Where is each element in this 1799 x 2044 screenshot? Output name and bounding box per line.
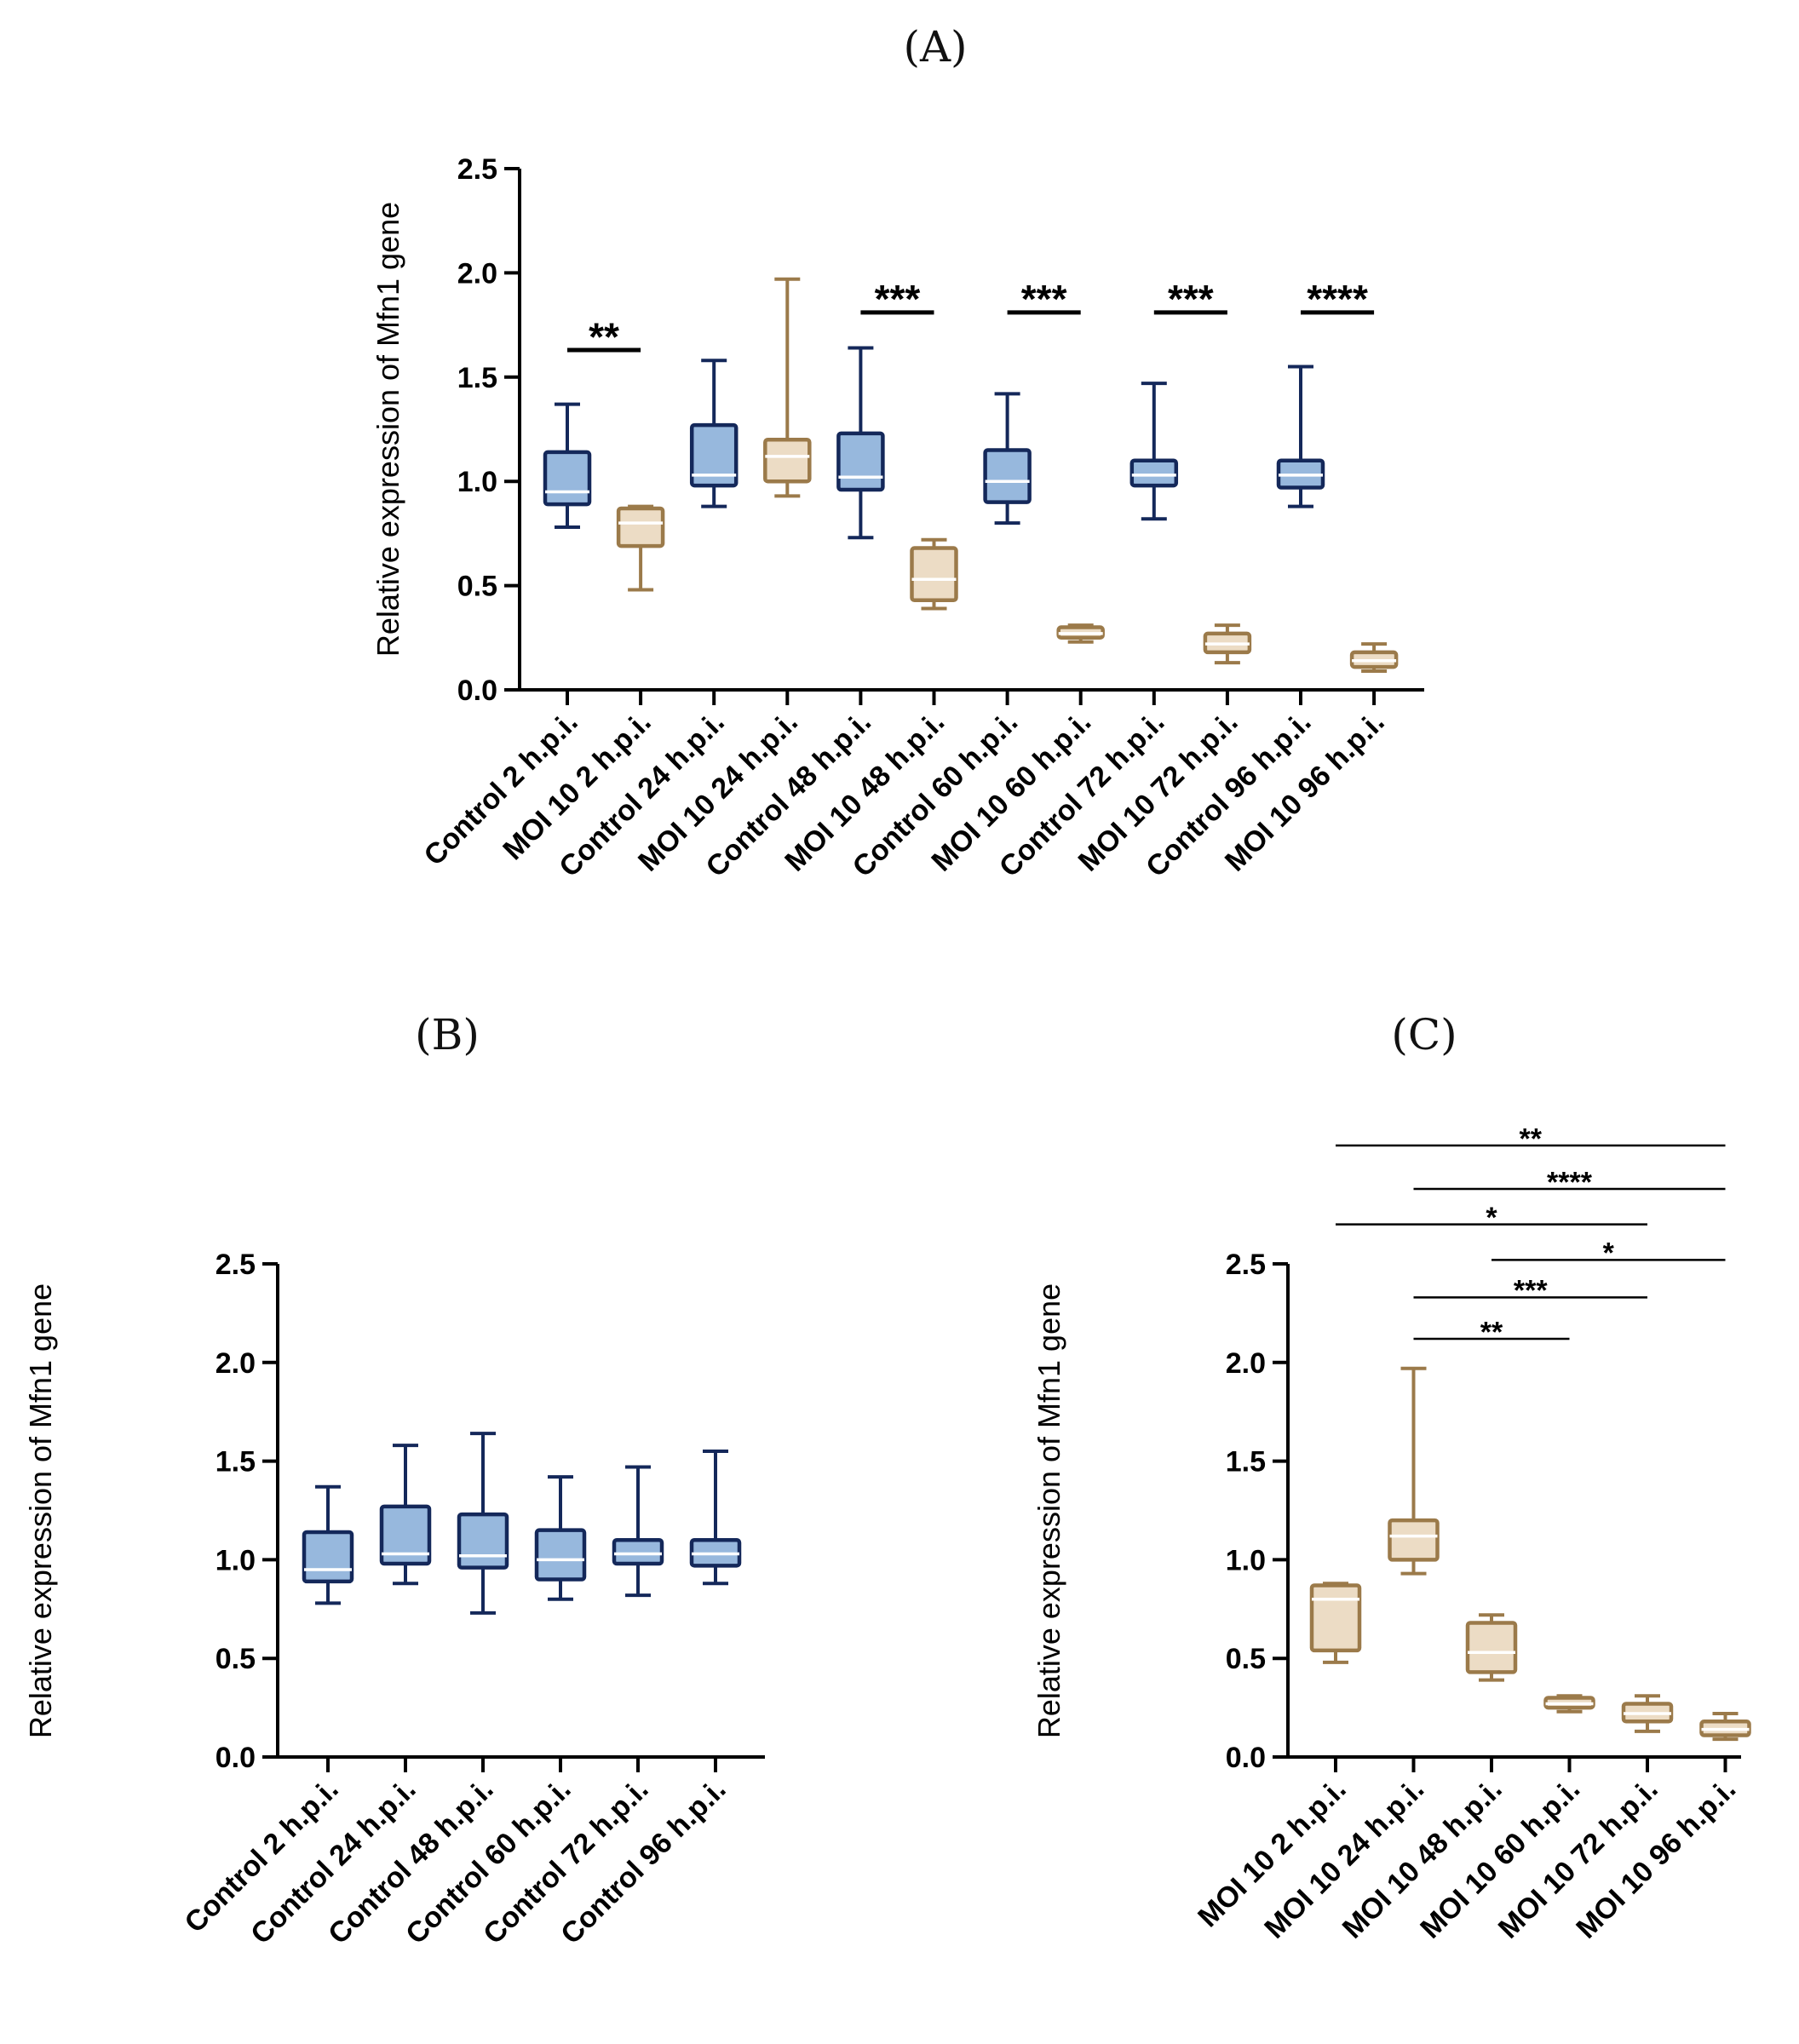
significance-label: ** [589,314,619,359]
box-plot [614,1467,662,1596]
box-plot [1352,644,1396,671]
box-iqr [1468,1623,1515,1673]
significance-label: *** [1514,1275,1548,1307]
y-tick-label: 0.5 [216,1643,256,1675]
y-tick-label: 2.5 [457,153,497,186]
significance-label: *** [1021,277,1067,321]
box-plot [545,405,589,527]
significance-bracket: *** [860,277,934,321]
box-plot [1312,1583,1359,1662]
panel-c-label: (C) [1391,1010,1457,1059]
chart-panel-a: Relative expression of Mfn1 gene 0.0 0.5 1.… [371,153,1424,883]
y-axis-label: Relative expression of Mfn1 gene [23,1283,58,1738]
y-tick-label: 1.0 [216,1544,256,1576]
box-iqr [537,1530,584,1580]
significance-label: ** [1520,1122,1543,1155]
box-plot [986,393,1030,523]
box-iqr [304,1532,352,1582]
box-iqr [765,439,809,481]
y-tick-label: 2.0 [1226,1347,1266,1380]
significance-bracket: *** [1008,277,1081,321]
box-iqr [545,452,589,504]
box-plot [692,360,736,506]
y-tick-label: 2.0 [457,257,497,290]
y-tick-label: 1.5 [216,1446,256,1478]
significance-bracket: ** [1414,1316,1570,1348]
y-tick-label: 0.0 [1226,1742,1266,1774]
significance-bracket: *** [1414,1275,1648,1307]
significance-bracket: *** [1154,277,1227,321]
box-plot [765,279,809,497]
box-iqr [459,1514,507,1568]
box-plot [1390,1369,1438,1574]
y-tick-label: 2.5 [216,1249,256,1281]
significance-label: **** [1547,1166,1593,1198]
significance-bracket: **** [1301,277,1374,321]
box-iqr [912,548,957,600]
box-plot [692,1451,739,1583]
significance-label: * [1603,1237,1615,1270]
box-iqr [1312,1586,1359,1651]
box-plot [1702,1714,1750,1739]
y-axis-label: Relative expression of Mfn1 gene [1032,1283,1066,1738]
y-tick-label: 1.0 [457,466,497,498]
significance-label: * [1486,1202,1497,1234]
box-plot [1624,1696,1671,1731]
significance-label: *** [1168,277,1214,321]
chart-panel-b: Relative expression of Mfn1 gene 0.0 0.5 1.… [23,1249,765,1950]
box-plot [459,1433,507,1613]
y-tick-label: 1.5 [1226,1446,1266,1478]
box-plot [382,1445,429,1583]
y-tick-label: 1.0 [1226,1544,1266,1576]
y-axis-label: Relative expression of Mfn1 gene [371,202,405,657]
significance-bracket: * [1492,1237,1726,1270]
box-iqr [1390,1520,1438,1559]
chart-panel-c: Relative expression of Mfn1 gene 0.0 0.5 1.… [1032,1122,1750,1944]
box-plot [537,1477,584,1599]
box-plot [1205,625,1250,663]
significance-bracket: * [1336,1202,1647,1234]
y-tick-label: 0.0 [216,1742,256,1774]
box-plot [1546,1696,1594,1712]
figure: (A) (B) (C) Relative expression of Mfn1 … [0,0,1799,2044]
box-iqr [614,1540,662,1564]
box-plot [1279,367,1323,507]
significance-label: **** [1307,277,1368,321]
significance-bracket: ** [1336,1122,1726,1155]
box-plot [838,348,882,538]
y-tick-label: 0.5 [1226,1643,1266,1675]
box-plot [304,1487,352,1604]
y-tick-label: 0.0 [457,675,497,707]
box-plot [1132,383,1176,519]
panel-a-label: (A) [903,22,967,72]
box-plot [912,540,957,609]
y-tick-label: 2.0 [216,1347,256,1380]
significance-label: ** [1480,1316,1503,1348]
y-tick-label: 0.5 [457,571,497,603]
panel-b-label: (B) [415,1010,480,1059]
box-iqr [838,433,882,490]
box-plot [1468,1615,1515,1679]
significance-bracket: ** [567,314,641,359]
box-iqr [1132,461,1176,485]
box-iqr [986,450,1030,502]
y-tick-label: 2.5 [1226,1249,1266,1281]
box-iqr [618,508,663,546]
box-plot [618,507,663,590]
box-plot [1059,625,1103,642]
y-tick-label: 1.5 [457,362,497,394]
significance-bracket: **** [1414,1166,1726,1198]
significance-label: *** [875,277,921,321]
